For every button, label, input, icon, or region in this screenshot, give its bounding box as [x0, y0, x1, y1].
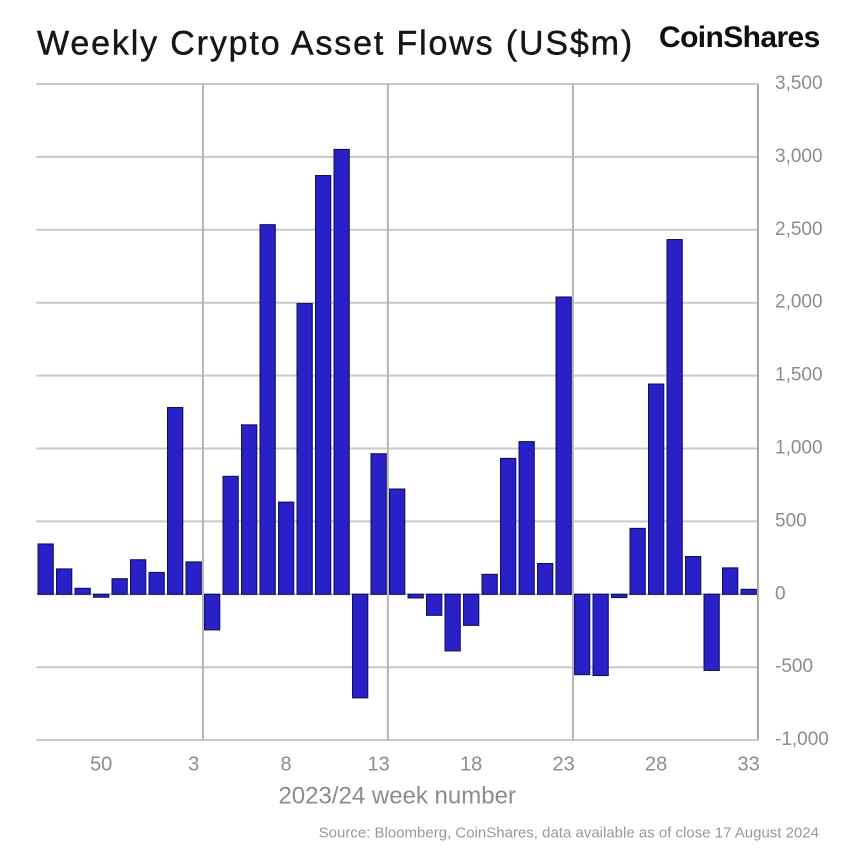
svg-text:-500: -500 [775, 656, 813, 677]
svg-text:3,000: 3,000 [775, 146, 823, 167]
svg-text:13: 13 [367, 753, 389, 775]
svg-text:50: 50 [90, 753, 112, 775]
svg-text:18: 18 [460, 753, 482, 775]
svg-text:3: 3 [188, 753, 199, 775]
svg-text:2,500: 2,500 [775, 219, 823, 240]
svg-text:1,500: 1,500 [775, 365, 823, 386]
svg-text:0: 0 [775, 583, 786, 604]
svg-text:28: 28 [645, 753, 667, 775]
svg-text:33: 33 [737, 753, 759, 775]
svg-text:3,500: 3,500 [775, 73, 823, 94]
svg-text:2023/24 week number: 2023/24 week number [278, 783, 516, 810]
svg-text:500: 500 [775, 510, 807, 531]
svg-text:CoinShares: CoinShares [659, 21, 820, 54]
svg-text:2,000: 2,000 [775, 292, 823, 313]
svg-text:1,000: 1,000 [775, 438, 823, 459]
svg-text:-1,000: -1,000 [775, 729, 829, 750]
svg-text:23: 23 [552, 753, 574, 775]
svg-text:Source: Bloomberg, CoinShares,: Source: Bloomberg, CoinShares, data avai… [319, 825, 819, 842]
svg-text:8: 8 [281, 753, 292, 775]
svg-text:Weekly Crypto Asset Flows (US$: Weekly Crypto Asset Flows (US$m) [37, 24, 634, 62]
